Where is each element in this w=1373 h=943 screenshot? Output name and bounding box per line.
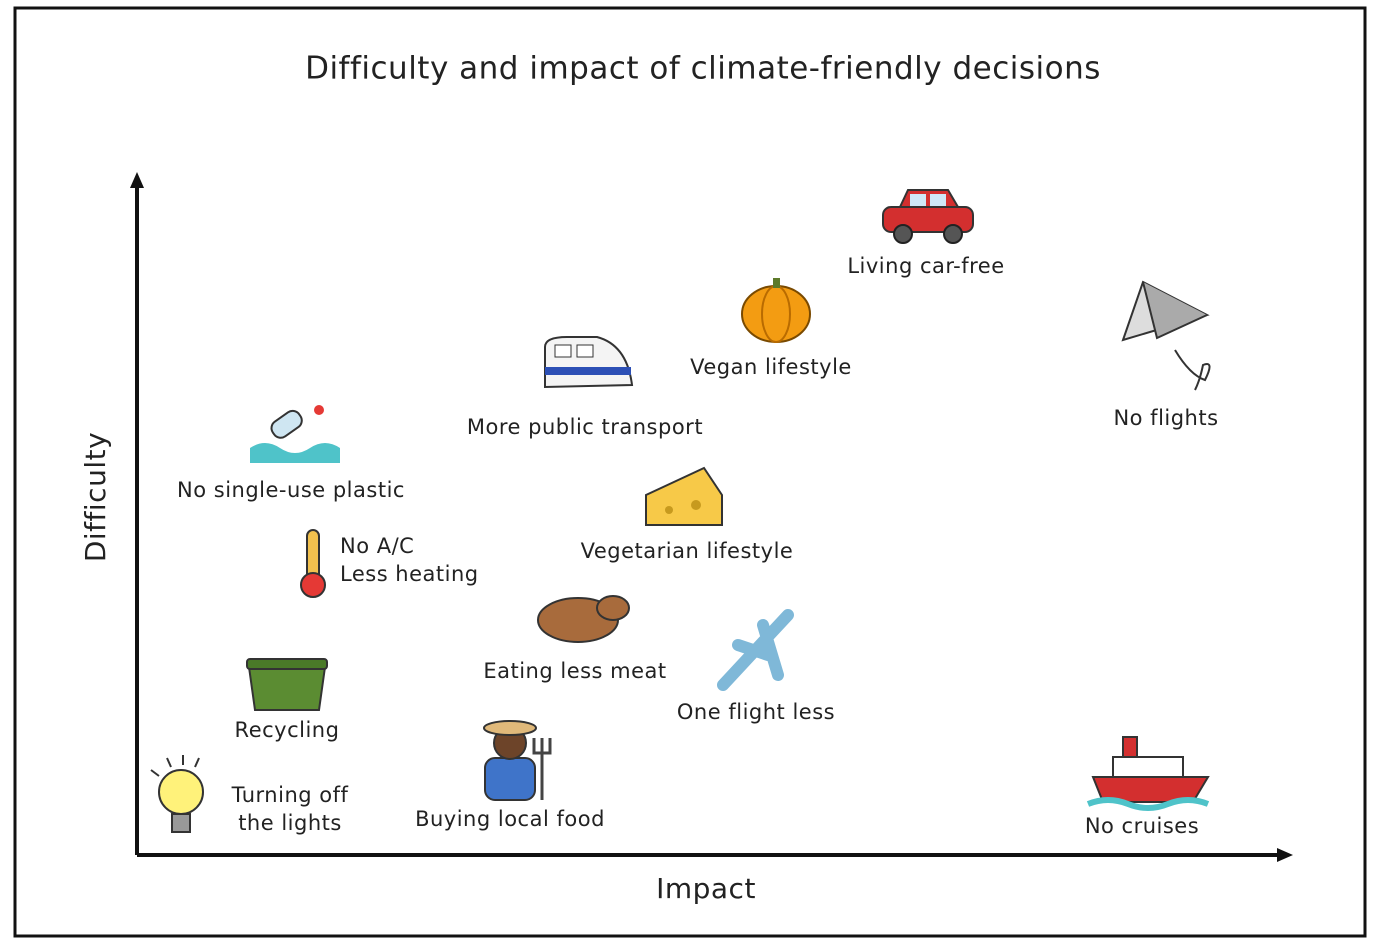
item-label: Buying local food (415, 807, 605, 831)
farmer-hat (484, 721, 536, 735)
car-wheel (894, 225, 912, 243)
item-label: No cruises (1085, 814, 1199, 838)
item-label: Vegan lifestyle (690, 355, 852, 379)
thermometer-bulb (301, 573, 325, 597)
item-label: More public transport (467, 415, 703, 439)
bottle-cap (314, 405, 324, 415)
train-window (577, 345, 593, 357)
icon (247, 659, 327, 710)
train-stripe (545, 367, 631, 375)
y-axis-label: Difficulty (79, 432, 112, 562)
farmer-body (485, 758, 535, 800)
ship-funnel (1123, 737, 1137, 757)
bin-lid (247, 659, 327, 669)
bin (249, 667, 325, 710)
diagram: Difficulty and impact of climate-friendl… (0, 0, 1373, 943)
x-axis-label: Impact (656, 872, 756, 905)
item-label: No flights (1113, 406, 1218, 430)
pumpkin-stem (773, 278, 780, 288)
cheese-hole (665, 506, 673, 514)
item-label: No A/C (340, 534, 414, 558)
car-top (900, 190, 958, 207)
item-label: Less heating (340, 562, 479, 586)
item-label: Vegetarian lifestyle (581, 539, 794, 563)
car-window (930, 194, 946, 206)
item-label: Eating less meat (483, 659, 666, 683)
item-label: Recycling (235, 718, 340, 742)
train-window (555, 345, 571, 357)
ship-deck (1113, 757, 1183, 777)
item-label: Turning off (231, 783, 349, 807)
item-label: the lights (238, 811, 342, 835)
bulb (159, 770, 203, 814)
capybara-head (597, 596, 629, 620)
item-label: No single-use plastic (177, 478, 405, 502)
cheese-hole (691, 500, 701, 510)
title: Difficulty and impact of climate-friendl… (305, 51, 1101, 87)
pumpkin (742, 286, 810, 342)
item-label: Living car-free (847, 254, 1004, 278)
car-window (910, 194, 926, 206)
item-label: One flight less (677, 700, 835, 724)
bulb-base (172, 814, 190, 832)
car-wheel (944, 225, 962, 243)
